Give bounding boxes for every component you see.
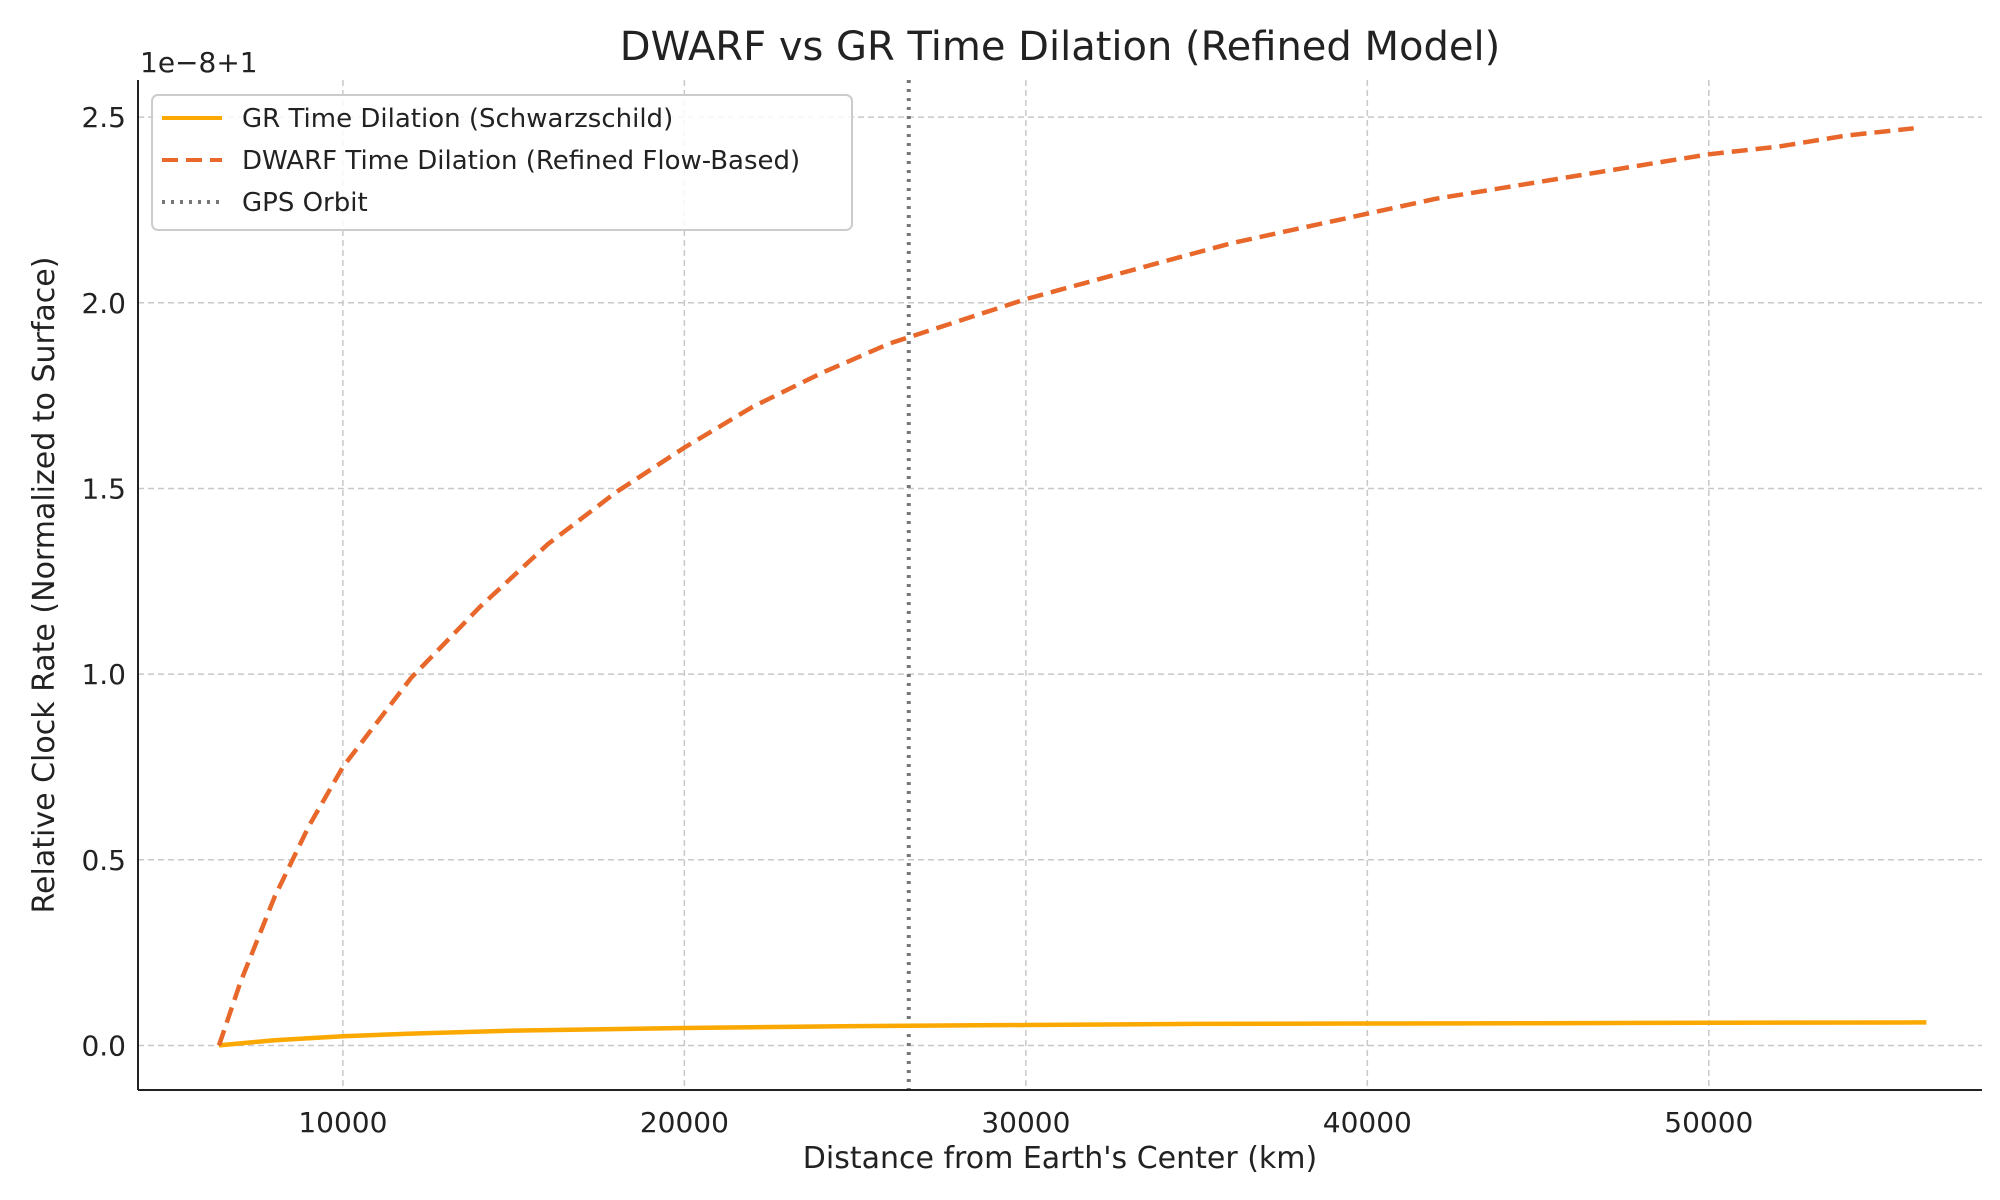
y-axis-ticks: 0.0 0.5 1.0 1.5 2.0 2.5 <box>81 101 126 1062</box>
legend-label-gr: GR Time Dilation (Schwarzschild) <box>242 104 673 134</box>
x-tick-label: 20000 <box>640 1106 729 1139</box>
dwarf-series-line <box>216 126 1914 1047</box>
legend-label-dwarf: DWARF Time Dilation (Refined Flow-Based) <box>242 146 800 176</box>
y-axis-label: Relative Clock Rate (Normalized to Surfa… <box>27 257 62 914</box>
x-axis-ticks: 10000 20000 30000 40000 50000 <box>298 1106 1753 1139</box>
y-tick-label: 0.5 <box>81 844 126 877</box>
y-axis-offset-label: 1e−8+1 <box>140 46 258 79</box>
y-tick-label: 1.5 <box>81 472 126 505</box>
legend-box <box>151 94 853 231</box>
x-tick-label: 40000 <box>1323 1106 1412 1139</box>
legend: GR Time Dilation (Schwarzschild) DWARF T… <box>151 94 853 231</box>
y-tick-label: 1.0 <box>81 658 126 691</box>
legend-label-gps: GPS Orbit <box>242 188 368 218</box>
x-tick-label: 30000 <box>981 1106 1070 1139</box>
plot-area <box>216 80 1927 1090</box>
y-tick-label: 2.0 <box>81 287 126 320</box>
gr-series-line <box>218 1020 1927 1048</box>
x-tick-label: 10000 <box>298 1106 387 1139</box>
y-tick-label: 0.0 <box>81 1029 126 1062</box>
chart-title: DWARF vs GR Time Dilation (Refined Model… <box>620 24 1500 70</box>
x-tick-label: 50000 <box>1664 1106 1753 1139</box>
y-tick-label: 2.5 <box>81 101 126 134</box>
grid <box>138 80 1982 1090</box>
x-axis-label: Distance from Earth's Center (km) <box>803 1141 1317 1176</box>
